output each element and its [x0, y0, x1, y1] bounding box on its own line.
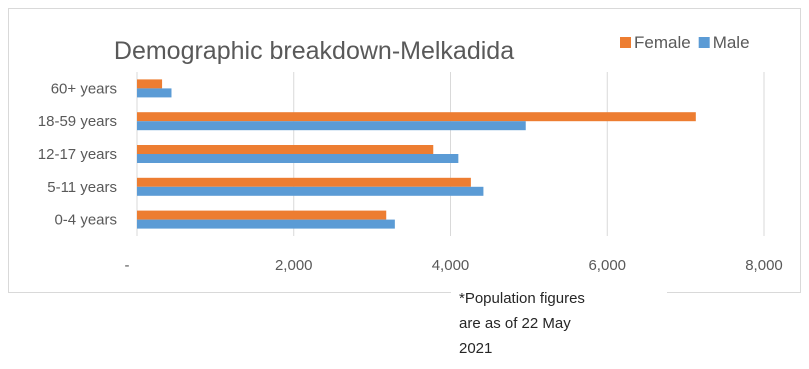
chart-title: Demographic breakdown-Melkadida — [114, 37, 514, 65]
y-category-label: 0-4 years — [54, 212, 117, 229]
y-category-label: 18-59 years — [38, 113, 117, 130]
x-tick-label: 2,000 — [275, 257, 313, 274]
note-line-1: *Population figures — [459, 290, 585, 307]
legend-swatch-female — [620, 37, 631, 48]
x-tick-label: 6,000 — [588, 257, 626, 274]
note-line-2: are as of 22 May — [459, 315, 571, 332]
note-line-3: 2021 — [459, 340, 493, 357]
bar-female — [137, 210, 387, 220]
legend-swatch-male — [698, 37, 710, 48]
y-category-label: 5-11 years — [47, 179, 117, 196]
bar-chart: - 2,000 4,000 6,000 8,000 0-4 years 5-11 years… — [38, 33, 783, 274]
bar-female — [137, 112, 696, 122]
bar-male — [137, 186, 484, 196]
bar-female — [137, 177, 471, 187]
x-tick-label: 8,000 — [745, 257, 783, 274]
population-note: *Population figures are as of 22 May 202… — [451, 282, 667, 361]
x-tick-label: 4,000 — [432, 257, 470, 274]
legend-label-male: Male — [713, 33, 750, 52]
y-category-label: 12-17 years — [38, 146, 117, 163]
y-category-label: 60+ years — [51, 80, 117, 97]
bar-female — [137, 145, 434, 154]
x-tick-label: - — [125, 257, 130, 274]
bar-female — [137, 79, 163, 89]
legend-label-female: Female — [634, 33, 691, 52]
bar-male — [137, 88, 172, 98]
bar-male — [137, 219, 395, 229]
bar-male — [137, 121, 526, 131]
bar-male — [137, 154, 459, 163]
